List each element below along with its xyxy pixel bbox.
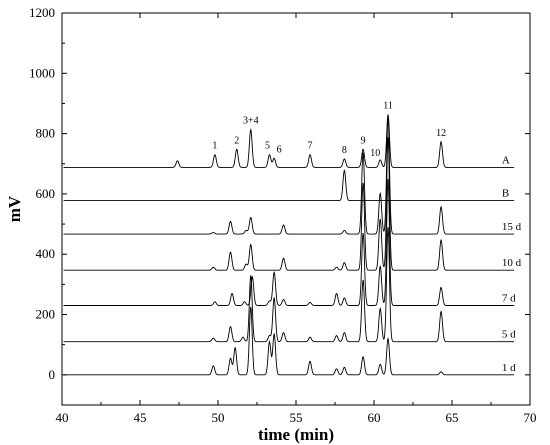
trace-label: 1 d bbox=[502, 362, 516, 374]
peak-label: 7 bbox=[308, 141, 313, 152]
y-tick-label: 600 bbox=[36, 186, 56, 201]
y-tick-label: 0 bbox=[49, 367, 56, 382]
trace-label: A bbox=[502, 154, 510, 166]
x-tick-label: 50 bbox=[212, 410, 225, 425]
peak-label: 10 bbox=[370, 148, 380, 159]
x-tick-label: 40 bbox=[56, 410, 69, 425]
peak-label: 3+4 bbox=[243, 116, 259, 127]
plot-frame bbox=[61, 12, 531, 406]
y-tick-label: 800 bbox=[36, 126, 56, 141]
y-tick-label: 1200 bbox=[29, 5, 55, 20]
peak-label: 2 bbox=[234, 135, 239, 146]
peak-label: 5 bbox=[265, 141, 270, 152]
trace-10-d bbox=[63, 137, 515, 271]
trace-B bbox=[63, 169, 515, 202]
y-tick-label: 1000 bbox=[29, 65, 55, 80]
x-tick-label: 60 bbox=[368, 410, 381, 425]
peak-label: 1 bbox=[212, 141, 217, 152]
peak-label: 8 bbox=[342, 145, 347, 156]
trace-label: B bbox=[502, 188, 509, 200]
trace-1-d bbox=[63, 306, 515, 376]
x-tick-label: 65 bbox=[446, 410, 459, 425]
axes: 40 45 50 55 60 65 70 0 200 400 600 800 1000 1200 bbox=[29, 5, 537, 425]
peak-label: 11 bbox=[383, 101, 393, 112]
x-tick-label: 70 bbox=[524, 410, 537, 425]
peak-label: 9 bbox=[361, 135, 366, 146]
traces bbox=[63, 114, 515, 376]
peak-label: 6 bbox=[277, 144, 282, 155]
x-tick-label: 55 bbox=[290, 410, 303, 425]
peak-label: 12 bbox=[436, 128, 446, 139]
trace-15-d bbox=[63, 116, 515, 235]
trace-label: 10 d bbox=[502, 257, 522, 269]
trace-label: 5 d bbox=[502, 329, 516, 341]
trace-7-d bbox=[63, 178, 515, 306]
x-axis-title: time (min) bbox=[258, 425, 334, 444]
trace-A bbox=[63, 114, 515, 168]
trace-5-d bbox=[63, 227, 515, 343]
y-tick-label: 200 bbox=[36, 307, 56, 322]
y-axis-title: mV bbox=[5, 195, 24, 222]
trace-label: 15 d bbox=[502, 221, 522, 233]
x-tick-label: 45 bbox=[134, 410, 147, 425]
trace-label: 7 d bbox=[502, 292, 516, 304]
y-tick-label: 400 bbox=[36, 246, 56, 261]
